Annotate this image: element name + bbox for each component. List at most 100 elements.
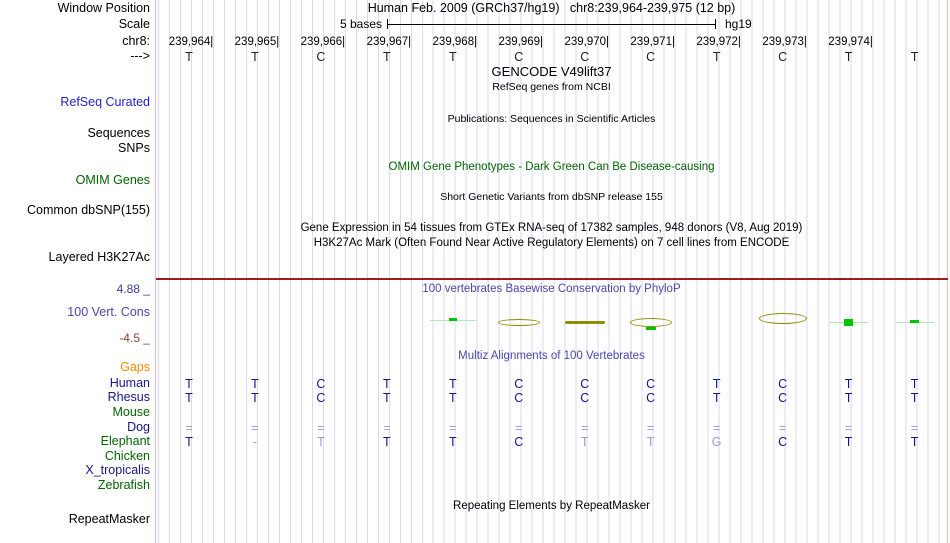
alignment-base-dog: = bbox=[317, 421, 325, 435]
alignment-base-elephant: T bbox=[448, 435, 457, 449]
track-label-species-dog[interactable]: Dog bbox=[127, 420, 150, 434]
position-label: 239,964| bbox=[168, 36, 214, 48]
alignment-base-rhesus: C bbox=[646, 391, 656, 405]
track-label-sequences[interactable]: Sequences bbox=[87, 126, 150, 140]
alignment-base-human: T bbox=[712, 377, 721, 391]
alignment-base-dog: = bbox=[647, 421, 655, 435]
alignment-base-human: C bbox=[316, 377, 326, 391]
position-label: 239,965| bbox=[234, 36, 280, 48]
scale-bar-right-tick bbox=[715, 19, 716, 29]
alignment-base-rhesus: T bbox=[910, 391, 919, 405]
alignment-base-elephant: T bbox=[317, 435, 325, 449]
alignment-base-rhesus: T bbox=[844, 391, 853, 405]
position-label: 239,970| bbox=[564, 36, 609, 48]
track-display-area[interactable] bbox=[155, 0, 948, 543]
track-title-gencode[interactable]: GENCODE V49lift37 bbox=[491, 64, 612, 79]
base-letter: T bbox=[383, 50, 391, 64]
base-letter: T bbox=[844, 50, 853, 64]
track-label-species-zebrafish[interactable]: Zebrafish bbox=[97, 478, 150, 492]
conservation-mark-oellipse bbox=[629, 317, 672, 327]
track-label-100-vert-cons[interactable]: 100 Vert. Cons bbox=[67, 305, 150, 319]
conservation-mark-oellipse bbox=[497, 318, 540, 326]
alignment-base-human: T bbox=[910, 377, 919, 391]
track-title-repeatmasker-title[interactable]: Repeating Elements by RepeatMasker bbox=[453, 500, 650, 512]
alignment-base-human: T bbox=[383, 377, 391, 391]
track-title-refseq-ncbi[interactable]: RefSeq genes from NCBI bbox=[492, 81, 611, 93]
alignment-base-elephant: T bbox=[383, 435, 391, 449]
alignment-base-human: T bbox=[448, 377, 457, 391]
alignment-base-rhesus: C bbox=[316, 391, 326, 405]
base-letter: T bbox=[185, 50, 193, 64]
alignment-base-elephant: T bbox=[185, 435, 193, 449]
position-label: 239,967| bbox=[366, 36, 412, 48]
track-label-refseq-curated[interactable]: RefSeq Curated bbox=[60, 95, 150, 109]
alignment-base-elephant: C bbox=[514, 435, 524, 449]
track-title-omim-phenotypes[interactable]: OMIM Gene Phenotypes - Dark Green Can Be… bbox=[388, 161, 715, 173]
alignment-base-rhesus: T bbox=[251, 391, 259, 405]
alignment-base-elephant: T bbox=[844, 435, 853, 449]
position-label: 239,968| bbox=[432, 36, 478, 48]
base-letter: T bbox=[712, 50, 721, 64]
alignment-base-human: T bbox=[185, 377, 193, 391]
alignment-base-human: C bbox=[514, 377, 524, 391]
conservation-mark-gdash bbox=[645, 326, 656, 330]
track-title-multiz-title[interactable]: Multiz Alignments of 100 Vertebrates bbox=[458, 350, 645, 362]
track-label-species-chicken[interactable]: Chicken bbox=[104, 449, 150, 463]
alignment-base-human: T bbox=[251, 377, 259, 391]
alignment-base-rhesus: C bbox=[580, 391, 590, 405]
track-label-species-elephant[interactable]: Elephant bbox=[100, 434, 150, 448]
track-label-species-human[interactable]: Human bbox=[109, 376, 150, 390]
alignment-base-dog: = bbox=[581, 421, 589, 435]
position-label: 239,971| bbox=[630, 36, 675, 48]
alignment-base-rhesus: T bbox=[712, 391, 721, 405]
track-label-species-gaps[interactable]: Gaps bbox=[120, 360, 150, 374]
base-letter: C bbox=[580, 50, 590, 64]
alignment-base-dog: = bbox=[844, 421, 853, 435]
conservation-min-value: -4.5 _ bbox=[119, 331, 150, 345]
alignment-base-dog: = bbox=[449, 421, 457, 435]
alignment-base-rhesus: T bbox=[185, 391, 193, 405]
position-label: 239,974| bbox=[828, 36, 873, 48]
conservation-mark-gdash bbox=[910, 319, 920, 323]
track-title-h3k27ac[interactable]: H3K27Ac Mark (Often Found Near Active Re… bbox=[313, 237, 790, 249]
scale-bar bbox=[387, 24, 716, 25]
alignment-base-human: T bbox=[844, 377, 853, 391]
conservation-mark-odash bbox=[564, 320, 605, 324]
base-letter: T bbox=[251, 50, 259, 64]
track-separator-line bbox=[156, 278, 948, 280]
track-title-publications[interactable]: Publications: Sequences in Scientific Ar… bbox=[447, 113, 656, 125]
track-label-species-x-tropicalis[interactable]: X_tropicalis bbox=[85, 463, 150, 477]
alignment-base-human: C bbox=[778, 377, 788, 391]
track-title-gtex[interactable]: Gene Expression in 54 tissues from GTEx … bbox=[300, 222, 803, 234]
alignment-base-human: C bbox=[646, 377, 656, 391]
track-title-window-title: Human Feb. 2009 (GRCh37/hg19) chr8:239,9… bbox=[367, 1, 736, 15]
base-letter: C bbox=[316, 50, 326, 64]
track-label-scale: Scale bbox=[118, 17, 150, 31]
conservation-mark-gdash bbox=[448, 317, 457, 321]
track-label-species-mouse[interactable]: Mouse bbox=[112, 405, 150, 419]
track-title-dbsnp-release[interactable]: Short Genetic Variants from dbSNP releas… bbox=[440, 191, 663, 203]
alignment-base-elephant: T bbox=[580, 435, 589, 449]
conservation-max-value: 4.88 _ bbox=[116, 282, 150, 296]
scale-bar-left-tick bbox=[387, 19, 388, 29]
track-label-snps[interactable]: SNPs bbox=[118, 141, 150, 155]
track-label-layered-h3k27ac[interactable]: Layered H3K27Ac bbox=[48, 250, 150, 264]
alignment-base-dog: = bbox=[778, 421, 787, 435]
alignment-base-dog: = bbox=[910, 421, 919, 435]
alignment-base-elephant: T bbox=[646, 435, 655, 449]
alignment-base-rhesus: C bbox=[778, 391, 788, 405]
base-letter: T bbox=[910, 50, 919, 64]
track-title-phylop[interactable]: 100 vertebrates Basewise Conservation by… bbox=[422, 283, 681, 295]
track-label-omim-genes[interactable]: OMIM Genes bbox=[75, 173, 150, 187]
track-label-species-rhesus[interactable]: Rhesus bbox=[107, 390, 150, 404]
alignment-base-dog: = bbox=[185, 421, 193, 435]
track-label-repeatmasker[interactable]: RepeatMasker bbox=[68, 512, 150, 526]
track-label-chrom: chr8: bbox=[122, 34, 150, 48]
alignment-base-human: C bbox=[580, 377, 590, 391]
track-label-window-position: Window Position bbox=[57, 1, 150, 15]
base-letter: C bbox=[778, 50, 788, 64]
track-label-common-dbsnp[interactable]: Common dbSNP(155) bbox=[27, 203, 150, 217]
base-letter: C bbox=[514, 50, 524, 64]
position-label: 239,972| bbox=[696, 36, 741, 48]
